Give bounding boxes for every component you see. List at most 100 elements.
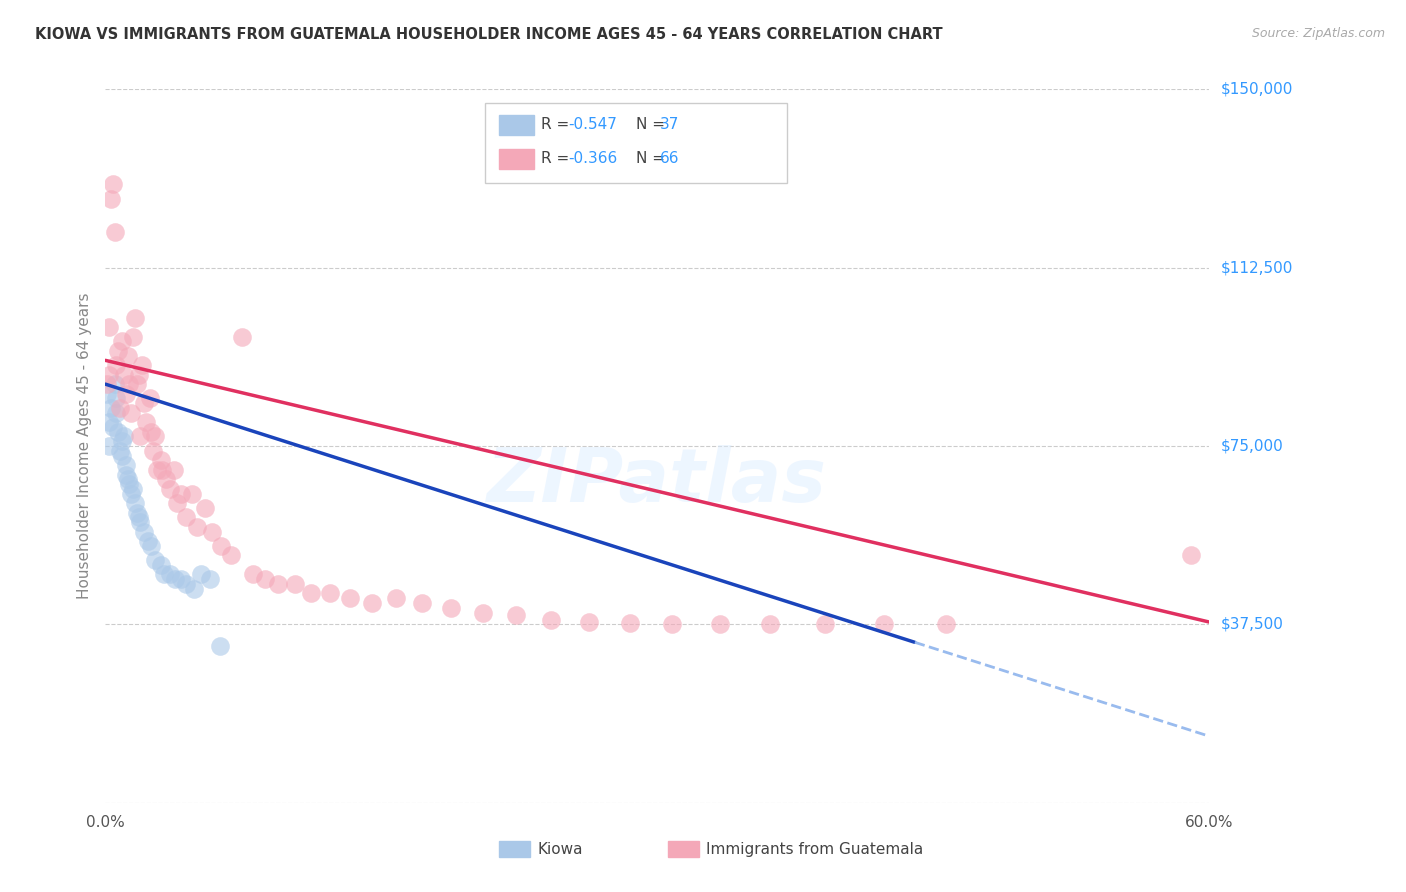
Point (107, 425, 129, 439)
Point (505, 607, 527, 622)
Point (411, 596, 433, 610)
Point (108, 401, 131, 415)
Point (98, 368, 121, 382)
Point (107, 343, 129, 358)
Text: KIOWA VS IMMIGRANTS FROM GUATEMALA HOUSEHOLDER INCOME AGES 45 - 64 YEARS CORRELA: KIOWA VS IMMIGRANTS FROM GUATEMALA HOUSE… (35, 27, 943, 42)
Point (440, 600, 463, 615)
Point (118, 477, 141, 491)
Point (96, 386, 118, 401)
Point (190, 567, 212, 582)
Point (104, 225, 127, 239)
Point (142, 443, 165, 458)
Point (183, 582, 205, 596)
Point (186, 520, 208, 534)
Point (120, 406, 142, 420)
Text: $37,500: $37,500 (1220, 617, 1284, 632)
Text: N =: N = (636, 118, 669, 132)
Point (319, 586, 342, 600)
Point (111, 334, 134, 349)
Point (114, 467, 136, 482)
Text: -0.547: -0.547 (568, 118, 617, 132)
Text: Immigrants from Guatemala: Immigrants from Guatemala (706, 842, 924, 856)
Point (540, 613, 562, 627)
Point (301, 586, 323, 600)
Point (138, 392, 160, 406)
Point (153, 567, 176, 582)
Point (105, 406, 128, 420)
Text: ZIPatlas: ZIPatlas (488, 445, 827, 518)
Point (124, 310, 146, 325)
Point (242, 567, 264, 582)
Point (141, 539, 163, 553)
Point (208, 639, 231, 653)
Point (132, 396, 155, 410)
Point (661, 616, 683, 631)
Point (111, 449, 134, 463)
Point (136, 534, 159, 549)
Point (131, 358, 153, 372)
Point (122, 482, 145, 496)
Point (578, 615, 600, 630)
Point (108, 443, 131, 458)
Point (111, 434, 134, 449)
Point (1180, 549, 1202, 563)
Point (152, 463, 174, 477)
Point (118, 377, 141, 392)
Text: Source: ZipAtlas.com: Source: ZipAtlas.com (1251, 27, 1385, 40)
Text: Kiowa: Kiowa (537, 842, 582, 856)
Point (135, 415, 157, 429)
Point (122, 329, 145, 343)
Text: 37: 37 (659, 118, 679, 132)
Point (132, 524, 155, 539)
Point (155, 472, 177, 486)
Point (114, 386, 136, 401)
Point (114, 458, 136, 472)
Point (176, 577, 198, 591)
Text: R =: R = (541, 118, 575, 132)
Text: -0.366: -0.366 (568, 152, 617, 166)
Point (143, 553, 166, 567)
Point (105, 392, 128, 406)
Point (284, 577, 307, 591)
Point (471, 606, 494, 620)
Point (201, 524, 224, 539)
Point (100, 192, 122, 206)
Text: N =: N = (636, 152, 669, 166)
Point (872, 617, 894, 632)
Point (101, 178, 124, 192)
Point (267, 577, 290, 591)
Point (125, 377, 148, 392)
Point (98, 415, 121, 429)
Point (146, 463, 169, 477)
Point (149, 453, 172, 467)
Point (149, 558, 172, 572)
Point (98, 439, 121, 453)
Point (129, 515, 152, 529)
Point (180, 486, 202, 500)
Text: $75,000: $75,000 (1220, 439, 1284, 453)
Point (101, 420, 124, 434)
Point (165, 572, 187, 586)
Point (758, 617, 780, 632)
Point (361, 596, 384, 610)
Point (128, 368, 150, 382)
Point (96, 377, 118, 392)
Point (128, 510, 150, 524)
Point (709, 617, 731, 632)
Point (219, 549, 242, 563)
Text: $150,000: $150,000 (1220, 82, 1292, 96)
Point (104, 377, 127, 392)
Point (159, 567, 181, 582)
Point (120, 486, 142, 500)
Point (162, 463, 184, 477)
Point (254, 572, 277, 586)
Point (935, 617, 957, 632)
Point (814, 617, 837, 632)
Point (100, 401, 122, 415)
Point (619, 616, 641, 631)
Point (159, 482, 181, 496)
Point (339, 591, 361, 606)
Point (170, 486, 193, 500)
Point (98, 320, 121, 334)
Text: 66: 66 (659, 152, 679, 166)
